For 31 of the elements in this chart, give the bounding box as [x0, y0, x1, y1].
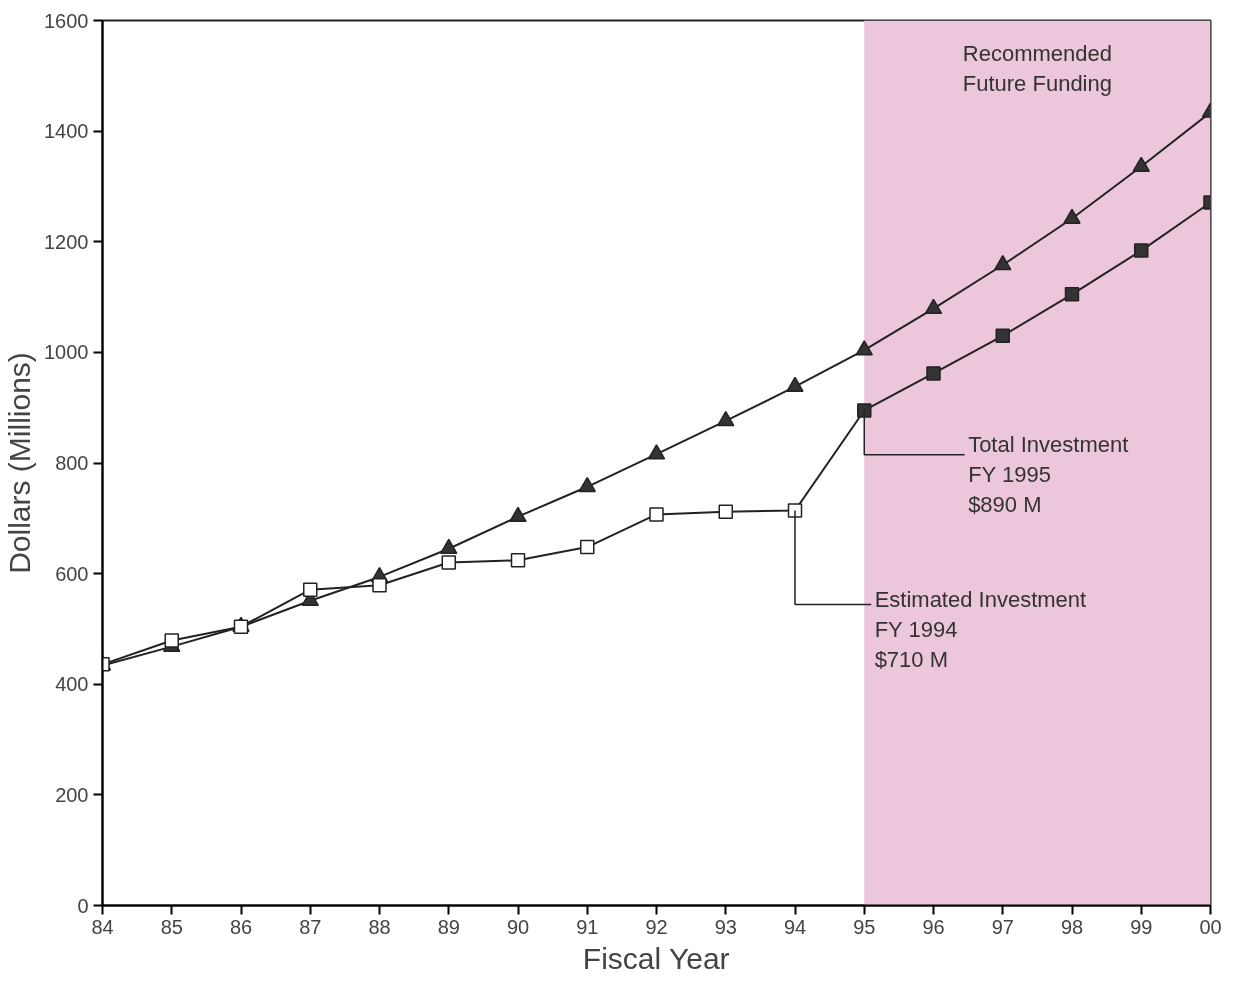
x-tick-label: 91	[576, 915, 599, 938]
x-tick-label: 88	[368, 915, 391, 938]
y-tick-label: 600	[55, 562, 89, 585]
x-tick-label: 00	[1199, 915, 1222, 938]
annotation: Total Investment FY 1995 $890 M	[968, 432, 1129, 518]
x-tick-label: 97	[991, 915, 1014, 938]
x-axis-title: Fiscal Year	[582, 941, 730, 975]
y-tick-label: 1000	[44, 341, 89, 364]
x-tick-label: 84	[91, 915, 114, 938]
x-tick-label: 85	[160, 915, 183, 938]
x-tick-label: 86	[229, 915, 253, 938]
y-axis-title: Dollars (Millions)	[3, 352, 37, 574]
x-tick-label: 96	[922, 915, 945, 938]
y-tick-label: 1400	[44, 120, 89, 143]
x-tick-label: 92	[645, 915, 668, 938]
y-tick-label: 1600	[44, 9, 89, 32]
x-tick-label: 99	[1130, 915, 1153, 938]
x-tick-label: 98	[1060, 915, 1084, 938]
x-tick-label: 93	[714, 915, 737, 938]
y-tick-label: 400	[55, 673, 89, 696]
x-tick-label: 87	[299, 915, 322, 938]
y-tick-label: 0	[77, 894, 89, 917]
x-tick-label: 95	[853, 915, 876, 938]
x-tick-label: 90	[506, 915, 530, 938]
x-tick-label: 94	[783, 915, 807, 938]
y-tick-label: 1200	[44, 230, 89, 253]
y-tick-label: 200	[55, 783, 89, 806]
x-tick-label: 89	[437, 915, 460, 938]
band-label: Recommended Future Funding	[962, 40, 1112, 96]
y-tick-label: 800	[55, 452, 89, 474]
annotation: Estimated Investment FY 1994 $710 M	[874, 587, 1087, 673]
